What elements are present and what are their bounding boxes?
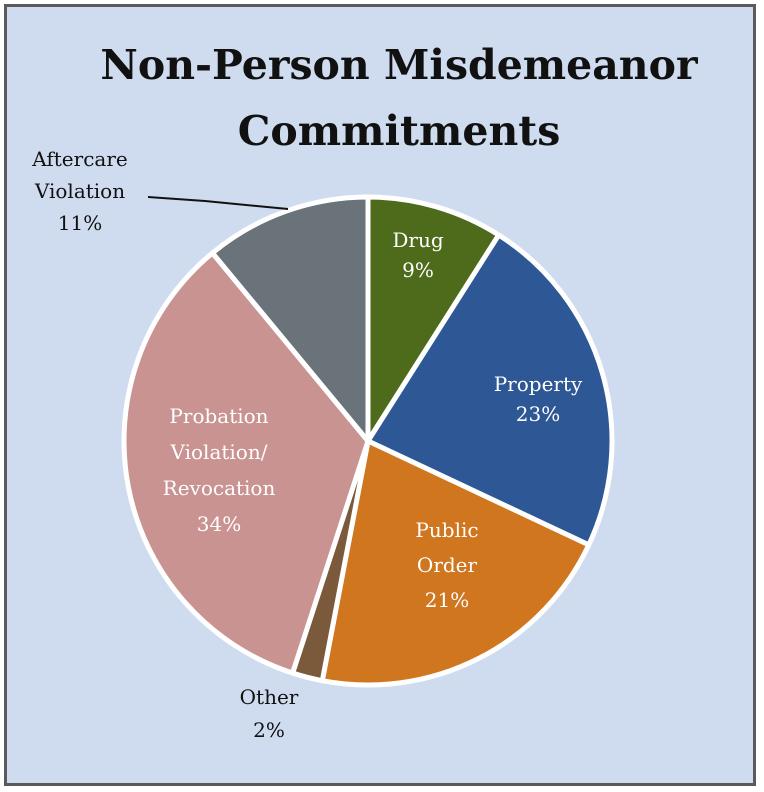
slice-labels: Drug 9% Property 23% Public Order 21% Other 2% Pr… — [31, 147, 583, 742]
slice-label-line: 2% — [253, 718, 285, 742]
leader-lines — [147, 196, 289, 210]
slice-label-line: Aftercare — [31, 147, 127, 171]
slice-label-line: 11% — [58, 211, 102, 235]
slice-label-line: Revocation — [163, 476, 276, 500]
slice-label-line: Property — [494, 372, 583, 396]
slice-label-line: 21% — [425, 588, 469, 612]
slice-label-line: Other — [240, 685, 299, 709]
slice-label: Property 23% — [494, 372, 583, 426]
pie-slice-drug — [365, 194, 502, 444]
chart-title: Non-Person Misdemeanor Commitments — [100, 41, 699, 155]
slice-label: Public Order 21% — [415, 518, 478, 612]
chart-title-line: Commitments — [238, 107, 561, 155]
slice-label-line: 23% — [516, 402, 560, 426]
slice-label: Other 2% — [240, 685, 299, 742]
slice-label-line: 34% — [197, 512, 241, 536]
pie-slices — [121, 194, 615, 688]
slice-label: Aftercare Violation 11% — [31, 147, 127, 235]
pie-slice-probation — [121, 250, 371, 676]
chart-frame: Non-Person Misdemeanor Commitments Drug 9%… — [4, 4, 756, 786]
slice-label-line: Violation — [34, 179, 125, 203]
slice-label-line: Violation/ — [170, 440, 268, 464]
slice-label-line: Drug — [392, 228, 443, 252]
slice-label: Drug 9% — [392, 228, 443, 282]
slice-label-line: Public — [415, 518, 478, 542]
slice-label: Probation Violation/Revocation 34% — [163, 404, 276, 536]
pie-slice-aftercare — [209, 194, 371, 444]
chart-title-line: Non-Person Misdemeanor — [100, 41, 699, 89]
leader-line — [147, 196, 289, 210]
slice-label-line: Order — [417, 553, 478, 577]
pie-slice-public — [319, 438, 592, 688]
pie-chart: Non-Person Misdemeanor Commitments Drug 9%… — [31, 41, 699, 742]
slice-label-line: Probation — [169, 404, 268, 428]
slice-label-line: 9% — [402, 258, 434, 282]
